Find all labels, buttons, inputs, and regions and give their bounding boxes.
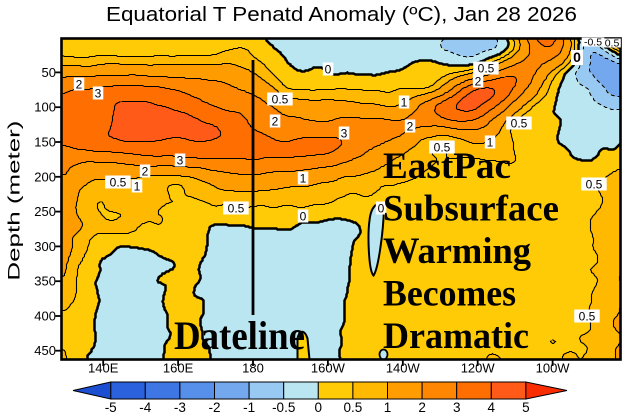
svg-text:2: 2 <box>475 75 482 89</box>
svg-text:0.5: 0.5 <box>478 62 495 76</box>
svg-text:-0.5: -0.5 <box>272 400 295 415</box>
svg-text:Equatorial T Penatd Anomaly (º: Equatorial T Penatd Anomaly (ºC), Jan 28… <box>106 4 577 26</box>
svg-text:4: 4 <box>488 400 496 415</box>
svg-text:3: 3 <box>95 87 102 101</box>
svg-text:-3: -3 <box>174 400 186 415</box>
svg-text:-1: -1 <box>243 400 255 415</box>
svg-text:Dramatic: Dramatic <box>383 316 529 357</box>
svg-text:1: 1 <box>300 172 307 186</box>
svg-text:180: 180 <box>242 361 264 376</box>
svg-text:-2: -2 <box>208 400 220 415</box>
svg-text:450: 450 <box>34 343 56 358</box>
svg-text:-4: -4 <box>139 400 151 415</box>
svg-text:400: 400 <box>34 309 56 324</box>
svg-text:Becomes: Becomes <box>383 274 516 315</box>
svg-text:3: 3 <box>453 400 461 415</box>
svg-text:100: 100 <box>34 100 56 115</box>
svg-text:1: 1 <box>401 96 408 110</box>
svg-text:Subsurface: Subsurface <box>383 189 559 230</box>
svg-text:0: 0 <box>325 63 332 77</box>
svg-text:160E: 160E <box>163 361 194 376</box>
svg-text:100W: 100W <box>536 361 571 376</box>
svg-text:1: 1 <box>134 180 141 194</box>
svg-text:0: 0 <box>300 210 307 224</box>
svg-text:2: 2 <box>76 78 83 92</box>
svg-text:50: 50 <box>42 65 56 80</box>
svg-text:1: 1 <box>384 400 392 415</box>
svg-text:0.5: 0.5 <box>272 93 289 107</box>
svg-text:350: 350 <box>34 274 56 289</box>
svg-text:140E: 140E <box>88 361 119 376</box>
svg-text:1: 1 <box>487 136 494 150</box>
svg-text:2: 2 <box>272 115 279 129</box>
svg-text:0: 0 <box>315 400 323 415</box>
svg-text:EastPac: EastPac <box>383 146 511 187</box>
svg-text:0.5: 0.5 <box>228 202 245 216</box>
svg-text:2: 2 <box>142 165 149 179</box>
svg-text:250: 250 <box>34 204 56 219</box>
svg-text:Depth (meter): Depth (meter) <box>5 121 23 281</box>
svg-text:140W: 140W <box>386 361 421 376</box>
svg-text:-5: -5 <box>105 400 117 415</box>
svg-text:150: 150 <box>34 135 56 150</box>
svg-text:3: 3 <box>177 154 184 168</box>
svg-text:2: 2 <box>418 400 426 415</box>
svg-text:5: 5 <box>522 400 530 415</box>
svg-text:0.5: 0.5 <box>605 38 620 50</box>
svg-text:160W: 160W <box>311 361 346 376</box>
svg-text:0.5: 0.5 <box>511 117 528 131</box>
svg-text:0: 0 <box>378 202 385 216</box>
svg-text:0: 0 <box>573 49 581 65</box>
svg-text:120W: 120W <box>461 361 496 376</box>
svg-text:200: 200 <box>34 169 56 184</box>
svg-text:300: 300 <box>34 239 56 254</box>
svg-text:2: 2 <box>407 120 414 134</box>
svg-text:0.5: 0.5 <box>586 178 603 192</box>
svg-text:0.5: 0.5 <box>579 310 596 324</box>
svg-text:3: 3 <box>341 127 348 141</box>
svg-text:0.5: 0.5 <box>110 176 127 190</box>
svg-text:-0.5: -0.5 <box>584 37 602 49</box>
svg-text:Warming: Warming <box>383 231 531 272</box>
svg-text:Dateline: Dateline <box>174 313 305 358</box>
svg-text:0.5: 0.5 <box>344 400 363 415</box>
svg-text:0.5: 0.5 <box>434 141 451 155</box>
